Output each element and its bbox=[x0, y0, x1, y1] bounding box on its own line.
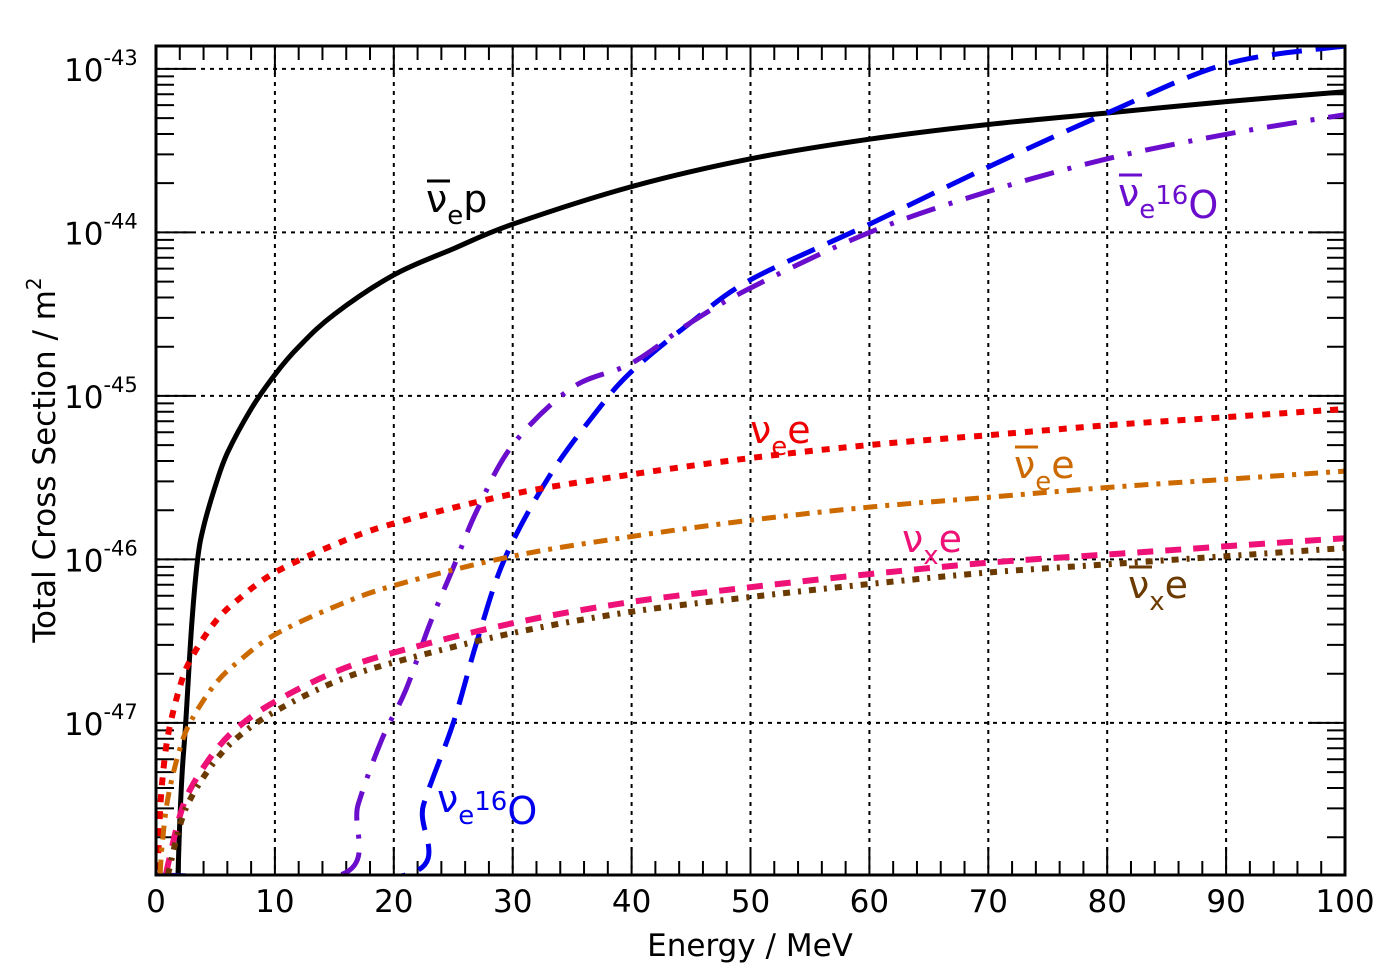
curve-label-anti-nu-x-e: νxe bbox=[1128, 563, 1188, 617]
label-subscript: e bbox=[447, 201, 463, 231]
label-nu: ν bbox=[1128, 563, 1149, 607]
y-tick-label: 10-46 bbox=[64, 536, 138, 579]
y-tick-label: 10-45 bbox=[64, 373, 138, 416]
label-superscript: 16 bbox=[474, 787, 507, 817]
curve-label-text: νep bbox=[426, 177, 487, 231]
label-tail: p bbox=[463, 177, 487, 221]
x-tick-label: 70 bbox=[969, 884, 1008, 920]
curve-label-nu-e-e: νee bbox=[750, 408, 811, 462]
curve-label-nu-x-e: νxe bbox=[902, 517, 962, 571]
label-subscript: e bbox=[1139, 195, 1155, 225]
x-tick-label: 0 bbox=[146, 884, 166, 920]
x-tick-label: 100 bbox=[1315, 884, 1374, 920]
y-tick-base: 10 bbox=[64, 543, 103, 579]
label-nu: ν bbox=[437, 777, 458, 821]
curve-anti-nu-e-p bbox=[175, 89, 1345, 875]
y-tick-label: 10-44 bbox=[64, 209, 138, 252]
y-tick-label: 10-47 bbox=[64, 700, 138, 743]
label-subscript: e bbox=[1035, 467, 1051, 497]
y-axis-title-text: Total Cross Section / m bbox=[27, 290, 63, 644]
curve-nu-e-16o bbox=[156, 46, 1345, 875]
label-tail: e bbox=[787, 408, 810, 452]
x-tick-label: 90 bbox=[1206, 884, 1245, 920]
y-tick-base: 10 bbox=[64, 707, 103, 743]
label-nu: ν bbox=[426, 177, 447, 221]
y-tick-exponent: -46 bbox=[103, 536, 137, 560]
label-nu: ν bbox=[1014, 443, 1035, 487]
curve-label-text: νe16O bbox=[1118, 171, 1218, 227]
label-subscript: x bbox=[923, 541, 938, 571]
label-subscript: x bbox=[1149, 587, 1164, 617]
curve-label-text: νxe bbox=[1128, 563, 1188, 617]
x-tick-label: 30 bbox=[493, 884, 532, 920]
x-tick-label: 50 bbox=[731, 884, 770, 920]
label-nu: ν bbox=[902, 517, 923, 561]
curve-nu-x-e bbox=[163, 535, 1345, 875]
plot-frame bbox=[154, 44, 1347, 877]
x-axis-title: Energy / MeV bbox=[647, 928, 853, 964]
curve-label-anti-nu-e-p: νep bbox=[426, 177, 487, 231]
y-tick-exponent: -44 bbox=[103, 209, 137, 233]
x-tick-label: 10 bbox=[255, 884, 294, 920]
label-subscript: e bbox=[771, 432, 787, 462]
label-tail: e bbox=[1051, 443, 1074, 487]
label-subscript: e bbox=[458, 801, 474, 831]
curve-nu-e-e bbox=[156, 406, 1345, 871]
curve-label-text: νe16O bbox=[437, 777, 537, 833]
curve-label-anti-nu-e-e: νee bbox=[1014, 443, 1075, 497]
y-tick-label: 10-43 bbox=[64, 46, 138, 89]
curve-label-nu-e-16o: νe16O bbox=[437, 777, 537, 833]
label-tail: e bbox=[1165, 563, 1188, 607]
curve-label-text: νxe bbox=[902, 517, 962, 571]
label-superscript: 16 bbox=[1155, 181, 1188, 211]
y-tick-exponent: -45 bbox=[103, 373, 137, 397]
x-tick-label: 60 bbox=[850, 884, 889, 920]
y-axis-title: Total Cross Section / m2 bbox=[22, 277, 63, 643]
label-tail: e bbox=[939, 517, 962, 561]
y-axis-title-superscript: 2 bbox=[22, 277, 46, 290]
x-tick-label: 40 bbox=[612, 884, 651, 920]
x-tick-label: 80 bbox=[1087, 884, 1126, 920]
curves bbox=[156, 46, 1345, 875]
label-tail: O bbox=[1188, 183, 1218, 227]
y-tick-base: 10 bbox=[64, 53, 103, 89]
x-tick-labels: 0 10 20 30 40 50 60 70 80 90 100 bbox=[146, 884, 1374, 920]
curve-label-text: νee bbox=[750, 408, 811, 462]
y-tick-base: 10 bbox=[64, 380, 103, 416]
curve-label-text: νee bbox=[1014, 443, 1075, 497]
x-tick-label: 20 bbox=[374, 884, 413, 920]
curve-anti-nu-e-16o bbox=[156, 112, 1345, 875]
curve-label-anti-nu-e-16o: νe16O bbox=[1118, 171, 1218, 227]
label-tail: O bbox=[507, 789, 537, 833]
y-tick-exponent: -47 bbox=[103, 700, 137, 724]
label-nu: ν bbox=[750, 408, 771, 452]
y-tick-base: 10 bbox=[64, 216, 103, 252]
curve-anti-nu-e-e bbox=[157, 468, 1345, 874]
grid-lines bbox=[156, 46, 1345, 875]
label-nu: ν bbox=[1118, 171, 1139, 215]
y-tick-exponent: -43 bbox=[103, 46, 137, 70]
